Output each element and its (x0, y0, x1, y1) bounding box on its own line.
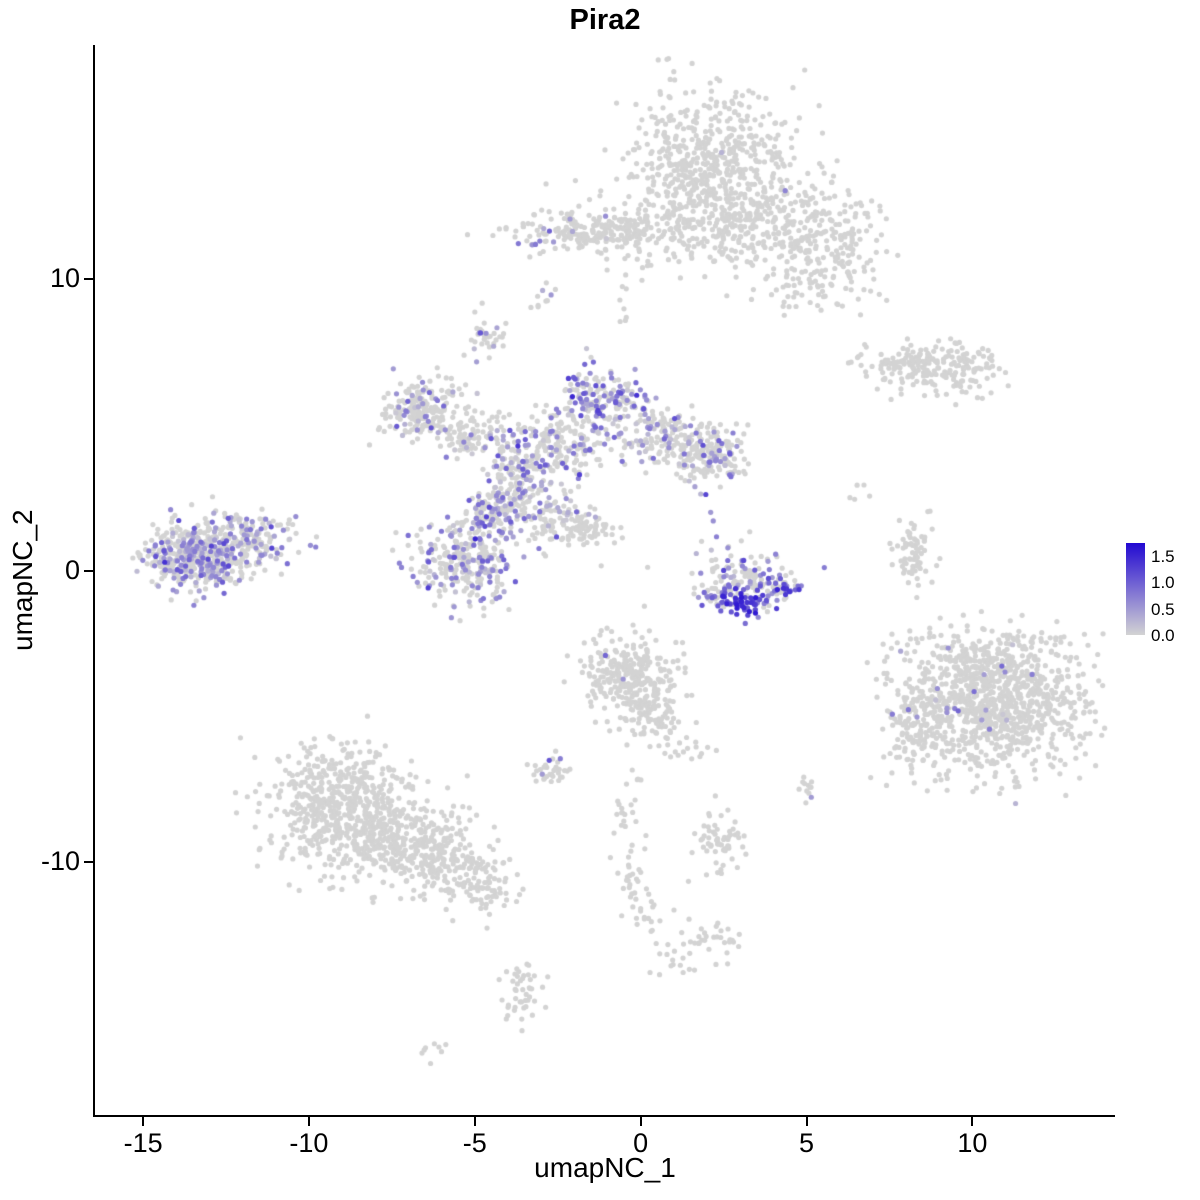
x-tick-label: 10 (957, 1128, 988, 1158)
x-tick-mark (971, 1117, 974, 1126)
x-axis-line (93, 1115, 1115, 1117)
legend-tick-label: 1.5 (1151, 547, 1175, 567)
x-tick-label: -5 (462, 1128, 487, 1158)
y-tick-label: -10 (40, 846, 80, 877)
x-tick-mark (473, 1117, 476, 1126)
y-tick-mark (84, 861, 93, 864)
legend-tick-label: 1.0 (1151, 573, 1175, 593)
x-tick-mark (307, 1117, 310, 1126)
y-tick-mark (84, 569, 93, 572)
x-tick-mark (805, 1117, 808, 1126)
x-tick-label: 0 (633, 1128, 649, 1158)
x-tick-label: 5 (798, 1128, 815, 1158)
x-tick-label: -15 (123, 1128, 163, 1158)
legend-tick-label: 0.5 (1151, 599, 1175, 619)
y-tick-label: 0 (64, 554, 80, 585)
legend-gradient-bar (1126, 543, 1145, 635)
x-tick-label: -10 (289, 1128, 329, 1158)
y-axis-title: umapNC_2 (7, 509, 38, 651)
legend-tick-label: 0.0 (1151, 626, 1175, 645)
x-tick-mark (639, 1117, 642, 1126)
y-axis-line (93, 45, 95, 1117)
x-tick-mark (142, 1117, 145, 1126)
expression-legend: 1.5 1.0 0.5 0.0 (1126, 543, 1200, 645)
x-axis-title: umapNC_1 (534, 1152, 676, 1183)
y-tick-mark (84, 277, 93, 280)
y-tick-label: 10 (49, 262, 80, 293)
